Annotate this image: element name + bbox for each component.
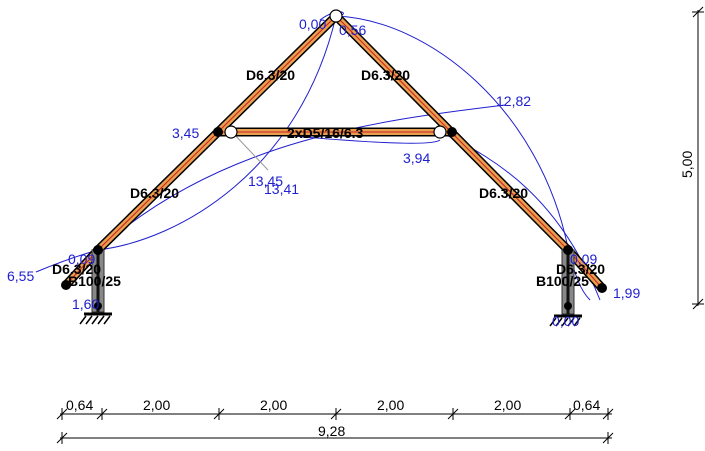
curve-left-main (97, 15, 337, 251)
value-left-knee-top: 0,09 (68, 251, 95, 267)
dim-segment-4: 2,00 (377, 397, 404, 413)
posts (91, 249, 575, 315)
brace-line (231, 131, 269, 171)
vertical-dimension (692, 6, 704, 310)
joint-base-left (94, 302, 102, 310)
result-values: 0,00 0,56 12,82 3,45 3,94 13,45 13,41 0,… (7, 16, 640, 329)
label-lower-left: D6.3/20 (130, 185, 179, 201)
label-lower-right: D6.3/20 (479, 185, 528, 201)
label-upper-right: D6.3/20 (361, 67, 410, 83)
joints (61, 9, 607, 310)
moment-curves (35, 11, 601, 301)
value-upper-right-arc: 12,82 (496, 93, 531, 109)
dim-height: 5,00 (679, 151, 695, 178)
joint-collar-right-hinge (433, 125, 447, 139)
value-mid-b: 13,41 (264, 181, 299, 197)
dim-segment-2: 2,00 (143, 397, 170, 413)
value-collar-left: 3,45 (172, 125, 199, 141)
truss-members (61, 11, 607, 293)
joint-collar-right (447, 127, 457, 137)
value-apex-left: 0,00 (299, 16, 326, 32)
label-collar-tie: 2xD5/16/6.3 (287, 125, 363, 141)
horizontal-dimensions (56, 408, 614, 444)
support-right-fixed (549, 314, 582, 327)
value-apex-right: 0,56 (339, 22, 366, 38)
supports (79, 312, 582, 327)
label-eave-right: D6.3/20 (556, 261, 605, 277)
curve-outer-right (335, 15, 591, 301)
value-right-base: 0,00 (552, 313, 579, 329)
label-post-left: B100/25 (68, 273, 121, 289)
joint-eave-left (61, 280, 71, 290)
dim-segment-5: 2,00 (494, 397, 521, 413)
label-upper-left: D6.3/20 (246, 67, 295, 83)
value-left-eave-end: 6,55 (7, 268, 34, 284)
dim-segment-1: 0,64 (66, 397, 93, 413)
value-right-eave-end: 1,99 (613, 285, 640, 301)
value-collar-mid: 3,94 (403, 150, 430, 166)
label-eave-left: D6.3/20 (52, 261, 101, 277)
support-left-fixed (79, 312, 112, 325)
curve-collar (97, 104, 506, 251)
value-mid-a: 13,45 (248, 173, 283, 189)
dim-ticks-segments (56, 408, 614, 420)
joint-collar-left (213, 127, 223, 137)
dim-segment-6: 0,64 (573, 397, 600, 413)
joint-collar-left-hinge (224, 125, 238, 139)
value-right-knee-top: 0,09 (570, 251, 597, 267)
dim-segment-3: 2,00 (260, 397, 287, 413)
joint-eave-right (597, 283, 607, 293)
joint-knee-left (93, 245, 103, 255)
joint-base-right (564, 302, 572, 310)
joint-knee-right (563, 245, 573, 255)
horizontal-dimension-text: 0,64 2,00 2,00 2,00 2,00 0,64 9,28 (66, 397, 600, 439)
dim-ticks-total (56, 432, 614, 444)
dim-total: 9,28 (318, 423, 345, 439)
value-left-base: 1,60 (72, 296, 99, 312)
member-labels: D6.3/20 D6.3/20 2xD5/16/6.3 D6.3/20 D6.3… (52, 67, 605, 289)
label-post-right: B100/25 (536, 273, 589, 289)
joint-apex (329, 9, 343, 23)
